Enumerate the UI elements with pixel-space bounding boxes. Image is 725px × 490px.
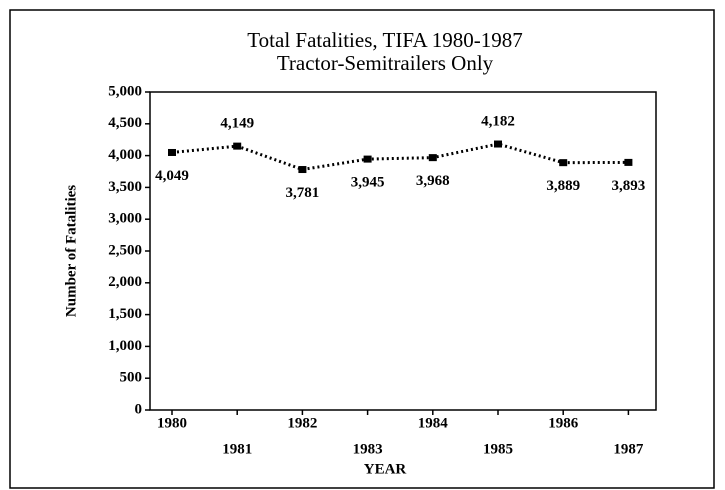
y-tick-label: 0 — [135, 401, 143, 417]
y-tick-label: 1,500 — [108, 306, 142, 322]
data-point — [559, 159, 568, 167]
data-point — [233, 142, 242, 150]
data-label: 3,893 — [612, 178, 646, 194]
y-tick-label: 3,000 — [108, 211, 142, 227]
y-tick-label: 1,000 — [108, 338, 142, 354]
x-tick-label: 1980 — [157, 415, 187, 431]
y-tick-label: 5,000 — [108, 83, 142, 99]
data-label: 4,149 — [220, 116, 254, 132]
y-tick-label: 3,500 — [108, 179, 142, 195]
data-point — [428, 154, 437, 162]
data-label: 4,182 — [481, 113, 515, 129]
chart-title: Total Fatalities, TIFA 1980-1987 — [247, 28, 522, 52]
data-point — [168, 148, 176, 156]
y-tick-label: 500 — [120, 370, 143, 386]
data-label: 3,889 — [546, 178, 580, 194]
data-point — [494, 140, 502, 148]
x-tick-label: 1983 — [353, 441, 383, 457]
chart-subtitle: Tractor-Semitrailers Only — [277, 51, 494, 75]
x-tick-label: 1987 — [613, 441, 644, 457]
data-label: 4,049 — [155, 168, 189, 184]
x-axis-label: YEAR — [364, 461, 407, 477]
data-point — [298, 166, 307, 174]
y-tick-label: 4,000 — [108, 147, 142, 163]
frame — [9, 9, 715, 489]
plot-frame — [149, 91, 657, 411]
x-tick-label: 1985 — [483, 441, 513, 457]
data-label: 3,781 — [286, 185, 320, 201]
data-label: 3,968 — [416, 173, 450, 189]
x-tick-label: 1982 — [287, 415, 317, 431]
data-point — [363, 155, 372, 163]
x-tick-label: 1981 — [222, 441, 252, 457]
data-label: 3,945 — [351, 175, 385, 191]
y-tick-label: 4,500 — [108, 115, 142, 131]
y-axis-label: Number of Fatalities — [63, 185, 79, 317]
x-tick-label: 1986 — [548, 415, 579, 431]
y-tick-label: 2,500 — [108, 242, 142, 258]
x-tick-label: 1984 — [418, 415, 449, 431]
y-tick-label: 2,000 — [108, 274, 142, 290]
data-point — [624, 158, 633, 166]
